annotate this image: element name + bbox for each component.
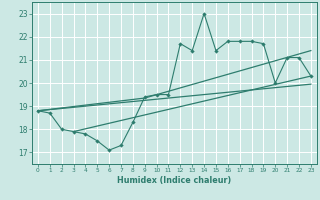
X-axis label: Humidex (Indice chaleur): Humidex (Indice chaleur) — [117, 176, 232, 185]
